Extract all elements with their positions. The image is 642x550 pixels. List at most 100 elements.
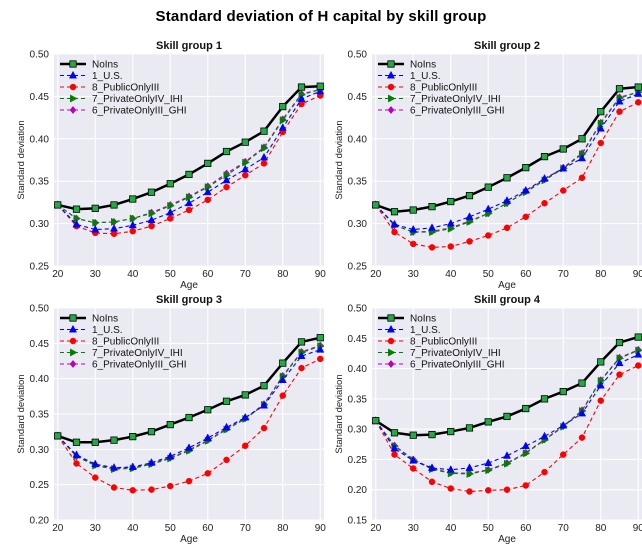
y-axis-label: Standard deviation: [334, 120, 345, 199]
data-point: [502, 196, 512, 204]
x-tick-label: 90: [315, 269, 327, 280]
legend-item: NoIns: [378, 314, 436, 325]
legend-item: NoIns: [60, 60, 118, 71]
data-point: [597, 358, 605, 366]
data-point: [466, 488, 473, 495]
data-point: [446, 218, 455, 227]
data-point: [540, 431, 549, 440]
data-point: [128, 462, 137, 470]
data-point: [503, 412, 511, 421]
data-point: [317, 355, 324, 363]
data-point: [278, 375, 287, 384]
series-layer: [54, 82, 324, 238]
legend: NoIns1_U.S.8_PublicOnlyIII7_PrivateOnlyI…: [60, 314, 186, 371]
data-point: [578, 434, 586, 441]
legend-item: 8_PublicOnlyIII: [378, 337, 477, 348]
data-point: [503, 486, 511, 493]
data-point: [147, 215, 156, 224]
legend-label: NoIns: [410, 314, 436, 325]
y-tick-label: 0.40: [30, 374, 50, 385]
data-point: [503, 224, 511, 232]
data-point: [465, 212, 474, 220]
data-point: [241, 391, 249, 399]
data-point: [578, 135, 586, 143]
data-point: [390, 219, 399, 228]
data-point: [259, 400, 269, 409]
data-point: [259, 152, 269, 161]
data-point: [129, 433, 137, 441]
data-point: [391, 451, 398, 458]
data-point: [447, 224, 456, 233]
data-point: [521, 441, 530, 450]
data-point: [484, 183, 492, 191]
legend-label: NoIns: [410, 60, 436, 71]
data-point: [428, 203, 436, 211]
y-tick-label: 0.20: [30, 516, 50, 527]
data-point: [559, 420, 568, 429]
data-point: [222, 422, 231, 431]
data-point: [167, 201, 175, 210]
series-1-u-s: [54, 345, 324, 471]
y-tick-label: 0.50: [30, 50, 50, 61]
data-point: [185, 170, 193, 179]
data-point: [390, 429, 399, 437]
legend-marker: [387, 106, 395, 114]
data-point: [447, 427, 455, 436]
data-point: [128, 220, 137, 229]
y-tick-label: 0.45: [348, 92, 368, 103]
data-point: [597, 397, 604, 404]
data-point: [316, 82, 324, 90]
data-point: [297, 83, 306, 91]
data-point: [54, 201, 62, 209]
data-point: [390, 208, 399, 216]
legend: NoIns1_U.S.8_PublicOnlyIII7_PrivateOnlyI…: [378, 60, 504, 117]
data-point: [167, 215, 174, 222]
y-tick-label: 0.45: [348, 334, 368, 345]
data-point: [465, 424, 474, 432]
subplot-skill-group-4: 0.15 0.20 0.25 0.30 0.35 0.40 0.45 0.50 20 30 40 50…: [334, 294, 642, 545]
legend-marker: [387, 360, 395, 368]
legend: NoIns1_U.S.8_PublicOnlyIII7_PrivateOnlyI…: [378, 314, 504, 371]
data-point: [372, 201, 380, 209]
data-point: [447, 197, 455, 206]
legend-marker: [69, 106, 77, 114]
legend-item: NoIns: [60, 314, 118, 325]
data-point: [279, 392, 286, 399]
data-point: [147, 428, 156, 436]
legend-label: 1_U.S.: [410, 71, 441, 82]
data-point: [409, 456, 418, 464]
data-point: [279, 102, 287, 111]
data-point: [73, 460, 80, 467]
series-line: [375, 101, 639, 248]
data-point: [409, 224, 418, 233]
legend-item: 6_PrivateOnlyIII_GHI: [60, 360, 186, 371]
data-point: [279, 116, 288, 125]
data-point: [596, 123, 605, 132]
data-point: [466, 238, 473, 245]
legend-marker: [388, 94, 396, 103]
data-point: [559, 163, 568, 172]
data-point: [91, 204, 99, 212]
y-tick-label: 0.35: [30, 410, 50, 421]
y-tick-label: 0.25: [348, 262, 368, 273]
data-point: [485, 487, 492, 494]
legend-marker: [69, 337, 77, 345]
data-point: [223, 183, 230, 191]
data-point: [91, 224, 100, 233]
data-point: [465, 192, 474, 200]
legend-marker: [68, 70, 78, 79]
data-point: [129, 487, 136, 494]
series-layer: [372, 333, 642, 495]
x-tick-label: 40: [127, 269, 139, 280]
legend: NoIns1_U.S.8_PublicOnlyIII7_PrivateOnlyI…: [60, 60, 186, 117]
data-point: [260, 424, 268, 432]
data-point: [222, 147, 231, 156]
x-tick-label: 90: [633, 523, 642, 534]
legend-label: 7_PrivateOnlyIV_IHI: [92, 348, 183, 359]
legend-item: 6_PrivateOnlyIII_GHI: [60, 106, 186, 117]
x-tick-label: 20: [52, 269, 64, 280]
series-8-publiconlyiii: [372, 362, 642, 495]
data-point: [635, 362, 642, 369]
legend-marker: [70, 348, 78, 357]
x-tick-label: 40: [127, 523, 139, 534]
